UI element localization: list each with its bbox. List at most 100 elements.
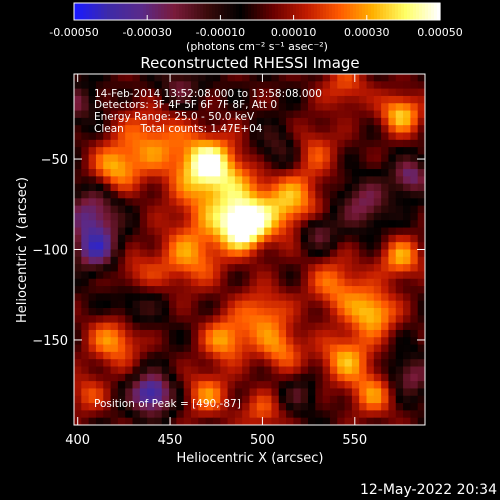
heatmap-cell xyxy=(242,220,250,229)
heatmap-cell xyxy=(351,227,360,236)
heatmap-cell xyxy=(227,169,236,177)
heatmap-cell xyxy=(103,103,112,112)
heatmap-cell xyxy=(344,271,353,280)
heatmap-cell xyxy=(242,286,250,294)
heatmap-cell xyxy=(205,388,214,397)
heatmap-cell xyxy=(234,359,243,367)
heatmap-cell xyxy=(293,388,302,397)
heatmap-cell xyxy=(403,169,411,177)
heatmap-cell xyxy=(308,154,316,163)
heatmap-cell xyxy=(249,110,258,119)
heatmap-cell xyxy=(264,220,272,229)
heatmap-cell xyxy=(227,381,236,389)
heatmap-cell xyxy=(395,329,404,338)
heatmap-cell xyxy=(344,322,353,331)
colorbar-cell xyxy=(428,3,432,20)
heatmap-cell xyxy=(337,315,346,324)
heatmap-cell xyxy=(395,74,404,82)
heatmap-cell xyxy=(227,278,236,287)
heatmap-cell xyxy=(74,351,82,360)
heatmap-cell xyxy=(169,293,177,302)
heatmap-cell xyxy=(169,81,177,90)
colorbar-cell xyxy=(182,3,186,20)
heatmap-cell xyxy=(132,212,141,221)
heatmap-cell xyxy=(381,278,389,287)
heatmap-cell xyxy=(381,395,389,404)
heatmap-cell xyxy=(169,315,177,324)
heatmap-cell xyxy=(110,169,119,177)
heatmap-cell xyxy=(132,176,141,185)
heatmap-cell xyxy=(388,205,397,214)
heatmap-cell xyxy=(227,410,236,419)
heatmap-cell xyxy=(359,154,367,163)
heatmap-cell xyxy=(337,132,346,141)
heatmap-cell xyxy=(110,183,119,192)
heatmap-cell xyxy=(366,147,375,155)
heatmap-cell xyxy=(132,242,141,250)
heatmap-cell xyxy=(132,227,141,236)
heatmap-cell xyxy=(403,147,411,155)
colorbar-cell xyxy=(317,3,321,20)
heatmap-cell xyxy=(381,249,389,258)
heatmap-cell xyxy=(286,176,294,185)
heatmap-cell xyxy=(256,227,265,236)
heatmap-cell xyxy=(315,212,324,221)
heatmap-cell xyxy=(388,132,397,141)
heatmap-cell xyxy=(110,220,119,229)
heatmap-cell xyxy=(366,220,375,229)
heatmap-cell xyxy=(154,198,163,207)
heatmap-cell xyxy=(110,381,119,389)
heatmap-cell xyxy=(329,205,338,214)
heatmap-cell xyxy=(161,132,170,141)
heatmap-cell xyxy=(227,417,236,426)
heatmap-cell xyxy=(74,154,82,163)
heatmap-cell xyxy=(110,88,119,97)
heatmap-cell xyxy=(308,81,316,90)
heatmap-cell xyxy=(147,191,155,199)
heatmap-cell xyxy=(154,227,163,236)
heatmap-cell xyxy=(359,410,367,419)
heatmap-cell xyxy=(351,117,360,126)
heatmap-cell xyxy=(293,103,302,112)
heatmap-cell xyxy=(110,139,119,148)
heatmap-cell xyxy=(322,359,331,367)
heatmap-cell xyxy=(300,176,309,185)
heatmap-cell xyxy=(227,139,236,148)
heatmap-cell xyxy=(212,249,221,258)
heatmap-cell xyxy=(315,278,324,287)
heatmap-cell xyxy=(410,286,419,294)
heatmap-cell xyxy=(403,154,411,163)
heatmap-cell xyxy=(125,344,133,353)
heatmap-cell xyxy=(337,169,346,177)
heatmap-cell xyxy=(212,234,221,243)
annotation-time-range: 14-Feb-2014 13:52:08.000 to 13:58:08.000 xyxy=(94,88,322,100)
heatmap-cell xyxy=(110,359,119,367)
heatmap-cell xyxy=(147,381,155,389)
heatmap-cell xyxy=(242,205,250,214)
heatmap-cell xyxy=(205,256,214,265)
heatmap-cell xyxy=(278,103,287,112)
heatmap-cell xyxy=(300,256,309,265)
heatmap-cell xyxy=(234,286,243,294)
heatmap-cell xyxy=(249,351,258,360)
heatmap-cell xyxy=(154,169,163,177)
heatmap-cell xyxy=(198,74,207,82)
heatmap-cell xyxy=(366,161,375,170)
heatmap-cell xyxy=(103,227,112,236)
heatmap-cell xyxy=(95,315,104,324)
heatmap-cell xyxy=(403,88,411,97)
heatmap-cell xyxy=(183,395,192,404)
heatmap-cell xyxy=(234,176,243,185)
heatmap-cell xyxy=(117,212,126,221)
heatmap-cell xyxy=(410,300,419,309)
heatmap-cell xyxy=(183,227,192,236)
heatmap-cell xyxy=(351,212,360,221)
heatmap-cell xyxy=(176,249,185,258)
heatmap-cell xyxy=(191,161,199,170)
heatmap-cell xyxy=(95,88,104,97)
heatmap-cell xyxy=(183,220,192,229)
heatmap-cell xyxy=(242,81,250,90)
heatmap-cell xyxy=(88,359,97,367)
heatmap-cell xyxy=(169,110,177,119)
heatmap-cell xyxy=(110,242,119,250)
